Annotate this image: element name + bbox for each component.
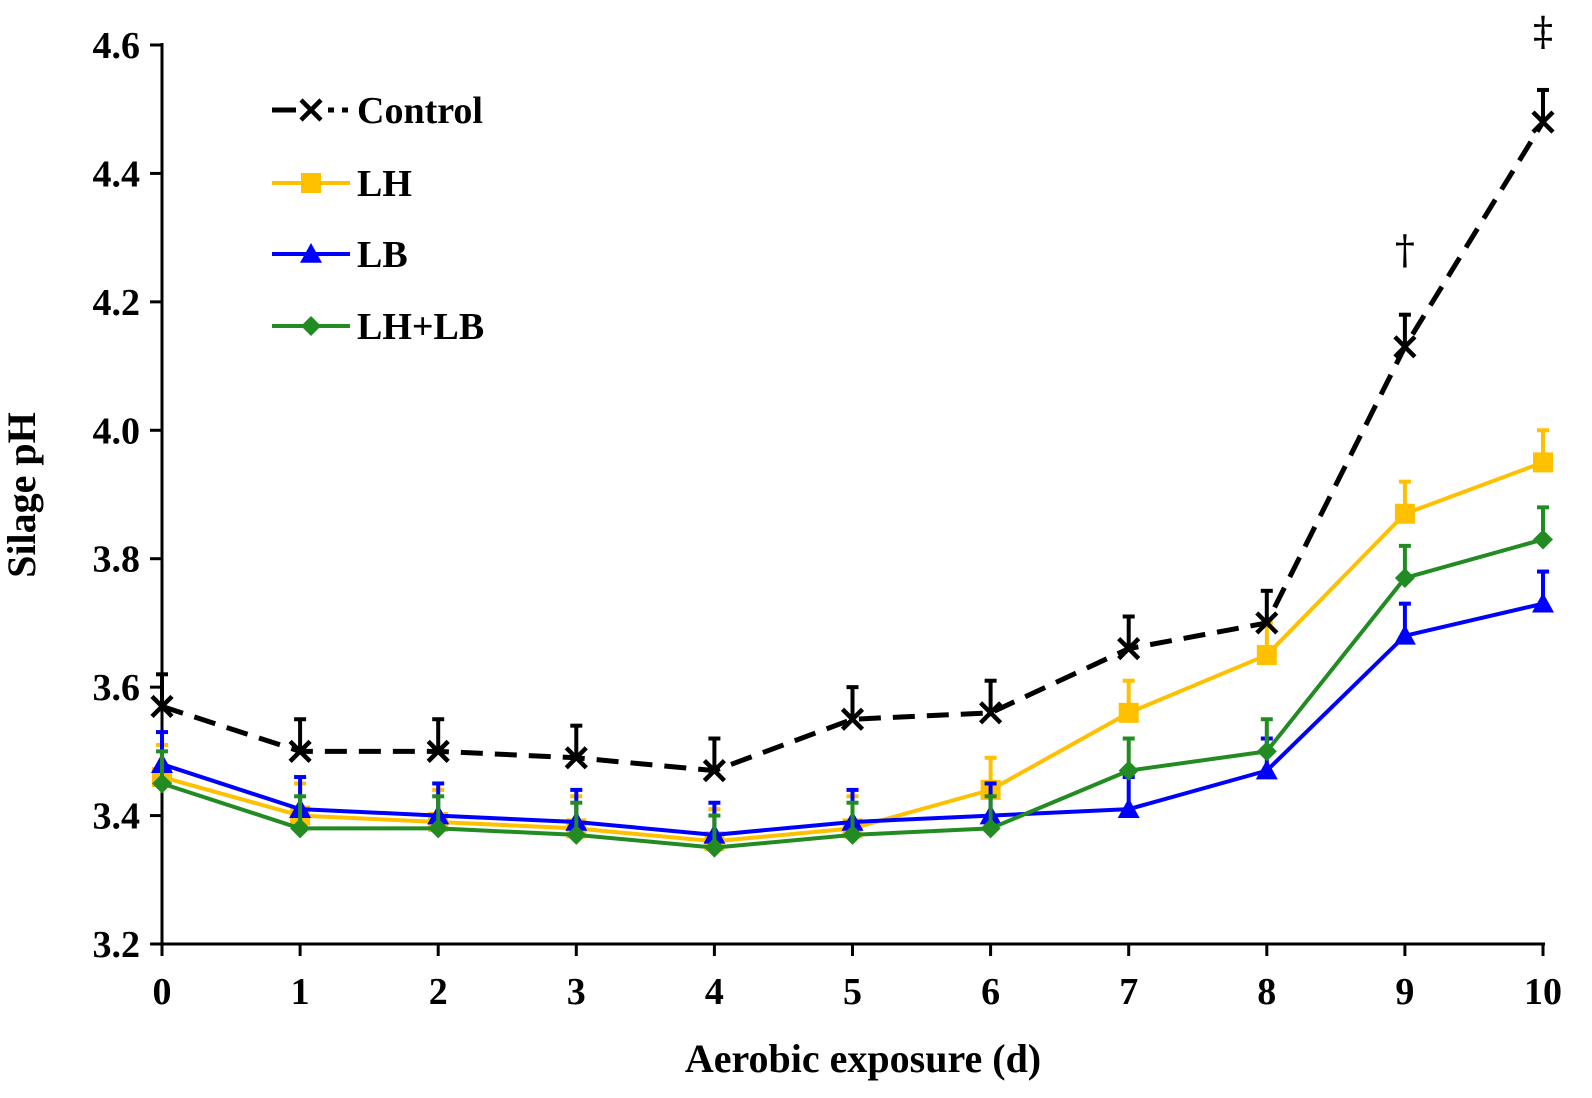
- x-tick-label: 8: [1257, 971, 1276, 1013]
- data-point: [1393, 335, 1417, 359]
- data-point: [1118, 760, 1139, 781]
- legend-marker: [300, 243, 322, 263]
- data-point: [566, 824, 587, 845]
- y-axis-title: Silage pH: [0, 412, 44, 578]
- data-point: [1532, 592, 1554, 613]
- data-point: [1255, 759, 1278, 780]
- data-point: [290, 818, 311, 839]
- data-point: [1118, 702, 1139, 723]
- x-tick-label: 10: [1524, 971, 1562, 1013]
- x-tick-label: 6: [981, 971, 1000, 1013]
- data-point: [979, 701, 1003, 725]
- data-point: [1531, 110, 1555, 134]
- y-tick-label: 4.0: [93, 410, 141, 452]
- data-point: [1117, 798, 1140, 818]
- data-point: [1117, 637, 1141, 661]
- series-line: [161, 460, 1544, 844]
- x-tick-label: 3: [567, 971, 586, 1013]
- x-tick-label: 7: [1119, 971, 1138, 1013]
- data-point: [1394, 503, 1415, 524]
- legend-label: LH: [357, 163, 412, 205]
- legend-label: Control: [357, 90, 483, 132]
- data-point: [288, 739, 312, 763]
- y-tick-label: 3.4: [93, 796, 141, 838]
- data-point: [564, 746, 588, 770]
- significance-mark: ‡: [1533, 9, 1553, 55]
- legend-marker: [299, 98, 323, 122]
- y-tick-label: 3.2: [93, 924, 141, 966]
- y-tick-label: 4.2: [93, 282, 141, 324]
- legend-item: LB: [272, 234, 408, 276]
- x-tick-label: 1: [291, 971, 310, 1013]
- data-point: [1256, 741, 1277, 762]
- axes: 3.2 3.4 3.6 3.8 4.0 4.2 4.4 4.6 0 1 2 3 4 5 6 7 8 9 10: [93, 25, 1563, 1013]
- x-axis-title: Aerobic exposure (d): [685, 1036, 1041, 1081]
- significance-mark: †: [1395, 227, 1415, 273]
- legend-item: LH+LB: [272, 306, 484, 348]
- x-tick-label: 2: [429, 971, 448, 1013]
- data-point: [150, 694, 174, 718]
- data-point: [702, 759, 726, 783]
- data-point: [842, 824, 863, 845]
- y-tick-label: 4.4: [93, 153, 141, 195]
- data-point: [980, 818, 1001, 839]
- annotation-layer: †‡: [1395, 9, 1553, 273]
- data-point: [1393, 624, 1416, 645]
- series-layer: [150, 87, 1555, 858]
- data-point: [704, 837, 725, 858]
- y-tick-label: 3.6: [93, 667, 141, 709]
- data-point: [1255, 611, 1279, 635]
- x-tick-label: 0: [153, 971, 172, 1013]
- series-lh-plus-lb: [152, 505, 1553, 858]
- series-line: [161, 120, 1546, 774]
- data-point: [1533, 529, 1553, 550]
- series-control: [150, 87, 1555, 783]
- data-point: [1256, 645, 1277, 666]
- data-point: [428, 818, 449, 839]
- data-point: [1533, 452, 1553, 473]
- legend-label: LB: [357, 234, 408, 276]
- legend-item: Control: [272, 90, 483, 132]
- legend-label: LH+LB: [357, 306, 484, 348]
- x-tick-label: 9: [1395, 971, 1414, 1013]
- y-tick-label: 3.8: [93, 539, 141, 581]
- legend-marker: [301, 316, 321, 336]
- legend: Control LH LB LH+LB: [272, 90, 484, 348]
- x-tick-label: 4: [705, 971, 724, 1013]
- legend-marker: [301, 173, 321, 193]
- x-tick-label: 5: [843, 971, 862, 1013]
- data-point: [1394, 567, 1415, 588]
- y-tick-label: 4.6: [93, 25, 141, 67]
- data-point: [840, 707, 865, 731]
- data-point: [152, 773, 172, 794]
- data-point: [426, 739, 450, 763]
- legend-item: LH: [272, 163, 412, 205]
